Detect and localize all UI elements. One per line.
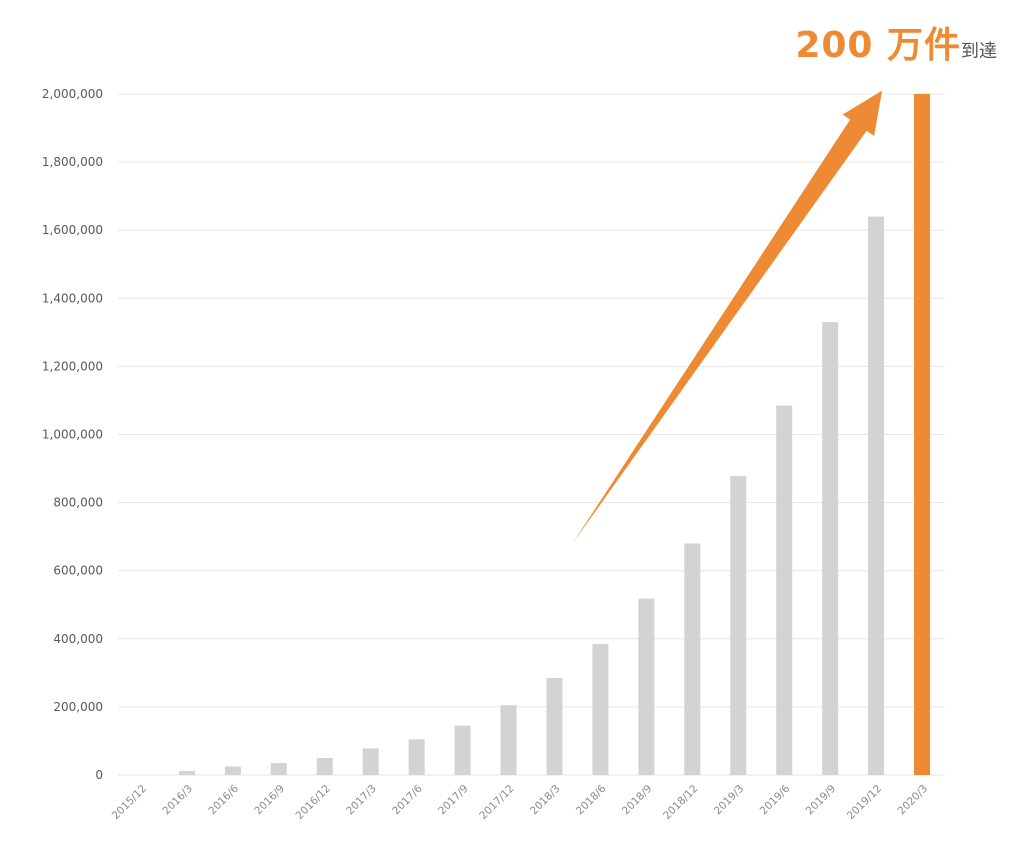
bar: [546, 677, 563, 775]
y-tick-label: 2,000,000: [42, 87, 103, 101]
x-tick-label: 2018/3: [528, 783, 563, 818]
bar: [776, 405, 793, 775]
bar: [316, 757, 333, 775]
x-tick-label: 2017/3: [344, 783, 379, 818]
bar: [362, 748, 379, 775]
bars: [178, 94, 931, 775]
x-tick-label: 2017/6: [390, 782, 425, 817]
x-tick-label: 2019/9: [804, 783, 839, 818]
bar: [592, 643, 609, 775]
x-axis-ticks: 2015/12 2016/3 2016/6 2016/9 2016/12 2017/3 20…: [110, 782, 930, 822]
y-tick-label: 800,000: [53, 496, 103, 510]
headline-suffix: 到達: [961, 41, 997, 62]
y-tick-label: 400,000: [53, 632, 103, 646]
x-tick-label: 2016/6: [206, 782, 241, 817]
grid-lines: [118, 93, 945, 776]
x-tick-label: 2018/6: [574, 782, 609, 817]
bar: [454, 725, 471, 775]
bar: [500, 705, 517, 775]
growth-arrow: [572, 90, 883, 544]
y-tick-label: 1,000,000: [42, 428, 103, 442]
x-tick-label: 2019/3: [712, 783, 747, 818]
bar-highlight: [914, 94, 931, 775]
bar: [224, 766, 241, 775]
y-axis-ticks: 0 200,000 400,000 600,000 800,000 1,000,000 1,…: [42, 87, 103, 782]
x-tick-label: 2017/12: [477, 783, 516, 822]
bar: [822, 322, 839, 775]
y-tick-label: 200,000: [53, 700, 103, 714]
x-tick-label: 2017/9: [436, 783, 471, 818]
y-tick-label: 600,000: [53, 564, 103, 578]
headline-amount: 200 万件: [795, 25, 961, 66]
x-tick-label: 2016/3: [160, 783, 195, 818]
headline: 200 万件到達: [795, 16, 997, 68]
y-tick-label: 0: [95, 768, 103, 782]
bar: [638, 598, 655, 775]
y-tick-label: 1,200,000: [42, 359, 103, 373]
x-tick-label: 2019/12: [845, 783, 884, 822]
bar: [730, 476, 747, 775]
y-tick-label: 1,400,000: [42, 291, 103, 305]
x-tick-label: 2018/12: [661, 783, 700, 822]
bar: [684, 543, 701, 775]
x-tick-label: 2019/6: [758, 782, 793, 817]
x-tick-label: 2020/3: [896, 783, 931, 818]
y-tick-label: 1,800,000: [42, 155, 103, 169]
x-tick-label: 2015/12: [110, 783, 149, 822]
bar: [868, 216, 885, 775]
x-tick-label: 2016/9: [252, 783, 287, 818]
x-tick-label: 2018/9: [620, 783, 655, 818]
bar: [408, 739, 425, 775]
bar: [178, 770, 195, 775]
x-tick-label: 2016/12: [294, 783, 333, 822]
bar: [270, 763, 287, 775]
y-tick-label: 1,600,000: [42, 223, 103, 237]
